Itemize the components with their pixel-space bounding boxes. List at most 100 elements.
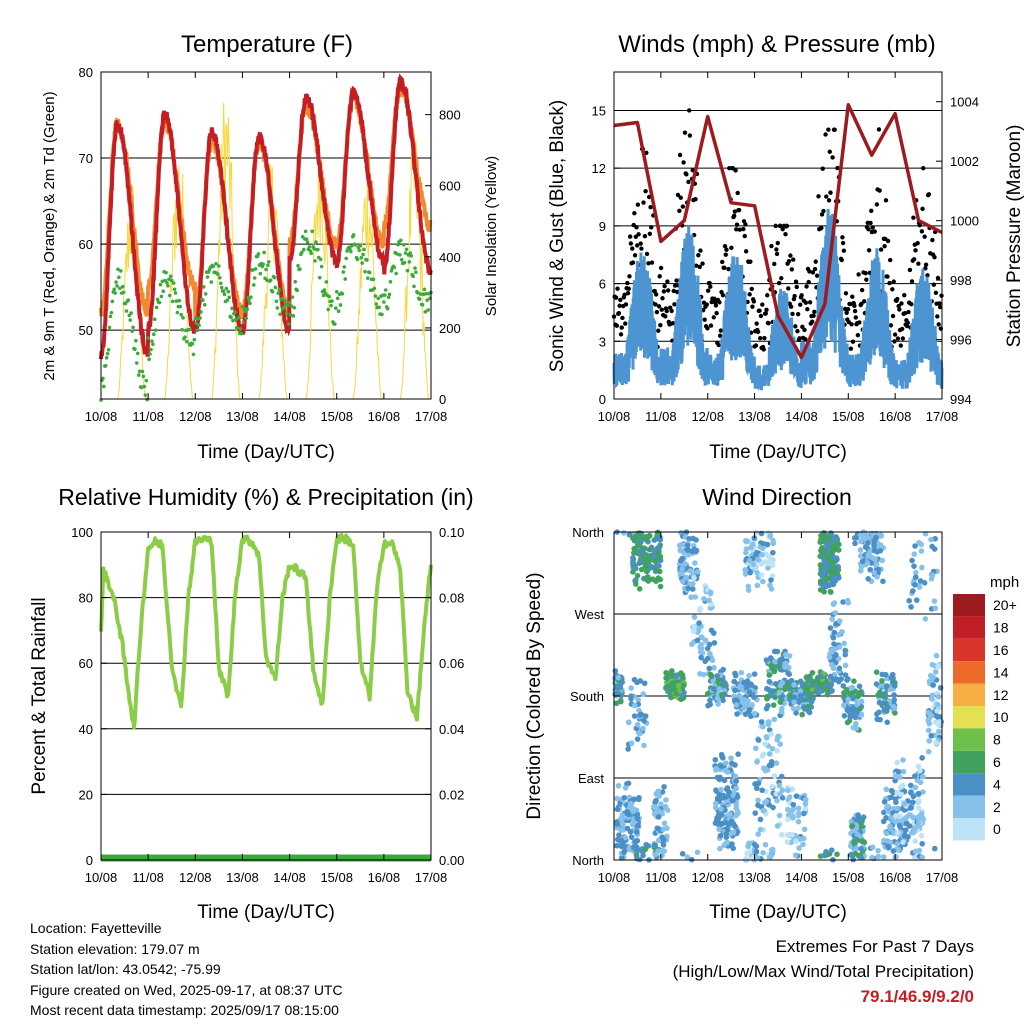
direction-point (853, 720, 859, 727)
direction-point (640, 725, 646, 732)
humidity-frame (100, 531, 432, 861)
dewpoint-point (335, 296, 340, 301)
extremes-heading: Extremes For Past 7 Days (775, 937, 974, 956)
gust-point (750, 304, 755, 309)
direction-point (718, 786, 724, 793)
gust-point (660, 296, 665, 301)
dewpoint-point (160, 279, 165, 284)
legend-label: 18 (993, 620, 1009, 636)
gust-point (802, 327, 807, 333)
direction-point (766, 687, 772, 693)
direction-point (801, 826, 808, 833)
location-text: Location: Fayetteville (30, 920, 162, 936)
direction-point (882, 690, 888, 697)
direction-point (743, 856, 749, 862)
direction-point (890, 698, 897, 705)
dewpoint-point (329, 303, 333, 308)
direction-point (732, 762, 738, 768)
gust-point (909, 301, 914, 307)
direction-point (835, 563, 842, 570)
humidity-xlabel: Time (Day/UTC) (197, 902, 335, 923)
gust-point (731, 213, 737, 219)
direction-point (769, 846, 776, 853)
direction-point (690, 580, 696, 587)
gust-point (726, 266, 731, 272)
direction-point (827, 673, 834, 680)
dewpoint-point (322, 288, 327, 292)
direction-point (636, 585, 643, 592)
direction-point (634, 829, 640, 835)
gust-point (764, 307, 769, 313)
dewpoint-point (324, 280, 329, 284)
dewpoint-point (398, 253, 402, 257)
direction-point (925, 717, 932, 724)
direction-point (925, 727, 932, 734)
gust-point (732, 209, 738, 214)
dewpoint-point (181, 316, 185, 320)
gust-point (613, 295, 619, 300)
direction-point (712, 800, 719, 807)
direction-point (634, 815, 641, 821)
gust-point (760, 302, 765, 307)
wind-ytick-label: 9 (599, 219, 606, 234)
direction-point (833, 574, 840, 580)
gust-point (832, 127, 837, 132)
dewpoint-point (151, 342, 155, 347)
direction-point (637, 856, 643, 863)
direction-point (759, 753, 766, 759)
direction-point (622, 785, 629, 791)
wind-y2tick-label: 996 (950, 333, 972, 348)
gust-point (712, 296, 717, 301)
dewpoint-point (142, 384, 147, 389)
gust-point (911, 257, 917, 262)
dewpoint-point (293, 279, 298, 284)
gust-point (869, 208, 874, 214)
gust-point (765, 293, 770, 298)
direction-point (634, 721, 641, 728)
direction-point (910, 829, 917, 836)
direction-point (614, 806, 621, 813)
direction-ylabel-left: Direction (Colored By Speed) (524, 572, 545, 819)
gust-point (652, 288, 657, 294)
direction-point (692, 594, 698, 600)
direction-point (915, 763, 922, 770)
direction-point (724, 826, 731, 833)
direction-point (909, 557, 915, 564)
humidity-title: Relative Humidity (%) & Precipitation (i… (58, 484, 473, 510)
direction-point (842, 662, 849, 669)
gust-point (626, 286, 631, 291)
direction-point (669, 668, 675, 674)
direction-point (856, 817, 862, 824)
direction-point (803, 796, 809, 803)
direction-point (683, 574, 690, 581)
humidity-panel: Relative Humidity (%) & Precipitation (i… (29, 484, 474, 923)
direction-point (732, 670, 738, 677)
direction-point (760, 807, 767, 814)
direction-point (721, 777, 728, 784)
direction-point (631, 550, 637, 556)
direction-point (871, 538, 877, 544)
dewpoint-point (251, 283, 256, 287)
direction-point (825, 535, 832, 541)
gust-point (687, 133, 693, 138)
direction-point (828, 549, 835, 555)
dewpoint-point (129, 311, 133, 315)
gust-point (863, 270, 868, 276)
direction-point (694, 637, 701, 644)
gust-point (899, 301, 904, 306)
dewpoint-point (371, 277, 376, 282)
direction-point (614, 819, 620, 825)
pressure-line (613, 102, 943, 360)
direction-point (935, 663, 941, 670)
direction-point (621, 795, 628, 801)
direction-point (828, 681, 835, 688)
direction-point (861, 839, 868, 846)
direction-point (689, 586, 696, 592)
gust-point (661, 289, 667, 294)
direction-point (928, 695, 935, 702)
gust-point (714, 310, 719, 316)
gust-point (835, 165, 840, 171)
gust-point (876, 127, 882, 132)
